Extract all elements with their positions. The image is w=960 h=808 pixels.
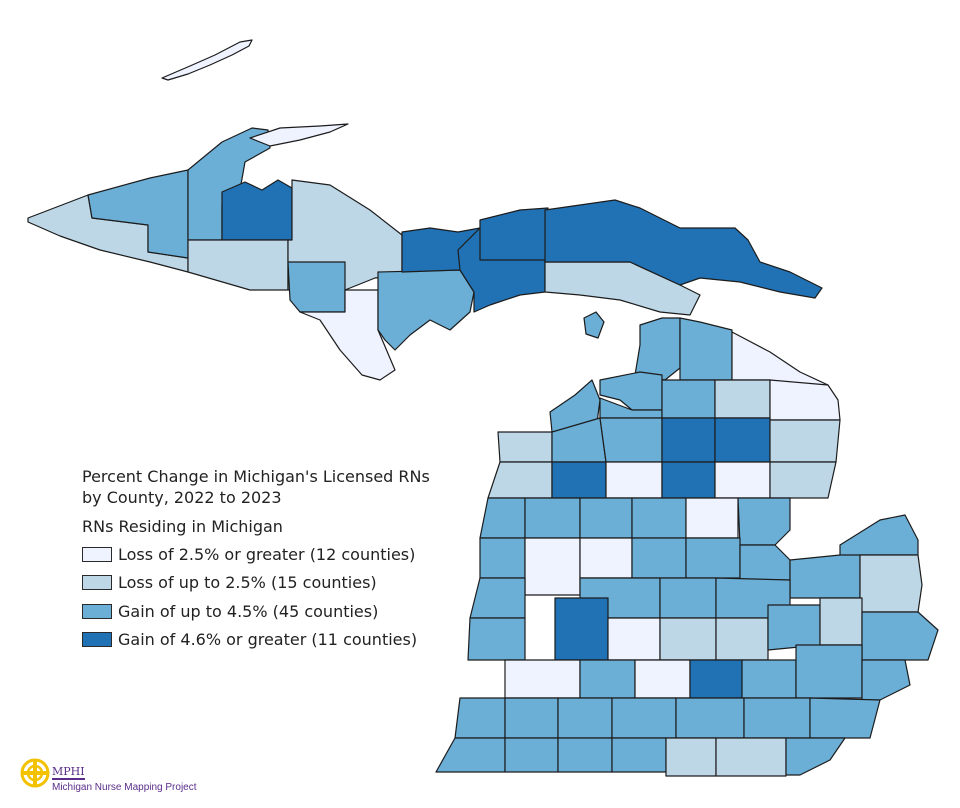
county-newaygo bbox=[524, 537, 581, 596]
county-alcona bbox=[769, 419, 841, 463]
county-genesee bbox=[767, 604, 821, 651]
county-delta bbox=[377, 269, 475, 351]
legend-title-line1: Percent Change in Michigan's Licensed RN… bbox=[82, 467, 430, 486]
county-hillsdale bbox=[665, 737, 717, 777]
county-kalamazoo bbox=[504, 697, 559, 739]
county-iosco bbox=[769, 461, 837, 499]
county-isle-royale bbox=[161, 39, 253, 81]
county-gladwin bbox=[685, 497, 739, 539]
county-clare bbox=[631, 497, 687, 539]
legend-item-loss-large: Loss of 2.5% or greater (12 counties) bbox=[82, 540, 430, 569]
legend-swatch bbox=[82, 603, 112, 619]
logo-project: Michigan Nurse Mapping Project bbox=[52, 782, 197, 793]
county-st-joseph bbox=[557, 737, 613, 773]
legend-title: Percent Change in Michigan's Licensed RN… bbox=[82, 466, 430, 508]
county-oceana bbox=[479, 537, 526, 579]
county-roscommon bbox=[661, 461, 716, 499]
county-ingham bbox=[689, 659, 743, 699]
county-mecosta bbox=[579, 537, 633, 579]
mphi-logo: MPHI Michigan Nurse Mapping Project bbox=[20, 758, 197, 793]
county-ogemaw bbox=[714, 461, 771, 499]
county-st-joseph-area bbox=[809, 697, 881, 739]
county-shiawassee bbox=[715, 617, 769, 661]
county-tuscola bbox=[789, 554, 861, 599]
legend-label: Gain of up to 4.5% (45 counties) bbox=[118, 601, 379, 621]
county-ionia bbox=[607, 617, 661, 661]
legend-swatch bbox=[82, 632, 112, 648]
county-branch bbox=[611, 737, 667, 773]
county-macomb bbox=[861, 659, 911, 701]
county-kalkaska bbox=[599, 417, 663, 463]
county-missaukee bbox=[605, 461, 663, 499]
county-allegan bbox=[504, 659, 581, 699]
map-legend: Percent Change in Michigan's Licensed RN… bbox=[82, 466, 430, 654]
legend-item-loss-small: Loss of up to 2.5% (15 counties) bbox=[82, 569, 430, 598]
county-livingston bbox=[741, 659, 797, 699]
county-beaver-island bbox=[583, 311, 605, 339]
county-sanilac bbox=[859, 554, 923, 613]
county-mason bbox=[479, 497, 526, 539]
county-van-buren bbox=[454, 697, 506, 739]
legend-label: Loss of up to 2.5% (15 counties) bbox=[118, 573, 377, 593]
county-luce bbox=[479, 207, 549, 261]
county-kent bbox=[554, 597, 609, 661]
legend-item-gain-small: Gain of up to 4.5% (45 counties) bbox=[82, 597, 430, 626]
county-clinton bbox=[659, 617, 717, 661]
legend-swatch bbox=[82, 546, 112, 562]
county-manistee bbox=[487, 461, 553, 499]
county-arenac bbox=[737, 497, 791, 546]
county-crawford bbox=[661, 417, 716, 463]
county-iron bbox=[187, 239, 289, 291]
county-ontonagon bbox=[87, 169, 189, 259]
county-cheboygan bbox=[679, 317, 733, 381]
logo-name: MPHI bbox=[52, 765, 85, 780]
county-ottawa bbox=[467, 617, 526, 661]
county-benzie bbox=[497, 431, 553, 463]
county-baraga bbox=[221, 179, 293, 241]
county-monroe bbox=[785, 737, 846, 776]
county-barry bbox=[579, 659, 636, 699]
logo-text: MPHI Michigan Nurse Mapping Project bbox=[52, 760, 197, 793]
county-eaton bbox=[634, 659, 691, 699]
county-lake bbox=[524, 497, 581, 539]
county-chippewa bbox=[544, 199, 823, 299]
county-wayne bbox=[743, 697, 811, 739]
legend-item-gain-large: Gain of 4.6% or greater (11 counties) bbox=[82, 626, 430, 655]
county-oakland bbox=[795, 644, 863, 699]
county-bay bbox=[739, 544, 791, 581]
county-washtenaw bbox=[675, 697, 745, 739]
county-gratiot bbox=[659, 577, 717, 619]
legend-subtitle: RNs Residing in Michigan bbox=[82, 517, 283, 536]
county-berrien bbox=[435, 737, 506, 773]
county-otsego bbox=[661, 379, 716, 419]
county-keweenaw bbox=[249, 123, 349, 147]
county-isabella bbox=[631, 537, 687, 579]
legend-label: Loss of 2.5% or greater (12 counties) bbox=[118, 544, 416, 564]
county-midland bbox=[685, 537, 741, 579]
county-calhoun bbox=[557, 697, 613, 739]
county-jackson bbox=[611, 697, 677, 739]
county-lapeer bbox=[819, 597, 863, 646]
county-lenawee bbox=[715, 737, 787, 777]
county-muskegon bbox=[469, 577, 526, 619]
county-wexford bbox=[551, 461, 607, 499]
county-montmorency bbox=[714, 379, 771, 419]
mphi-logo-icon bbox=[20, 758, 50, 788]
county-emmet bbox=[634, 317, 681, 381]
county-dickinson bbox=[287, 261, 346, 313]
county-alpena bbox=[769, 379, 841, 421]
county-osceola bbox=[579, 497, 633, 539]
county-st-clair bbox=[861, 611, 939, 661]
county-oscoda bbox=[714, 417, 771, 463]
legend-swatch bbox=[82, 575, 112, 591]
county-cass bbox=[504, 737, 559, 773]
legend-label: Gain of 4.6% or greater (11 counties) bbox=[118, 630, 418, 650]
legend-title-line2: by County, 2022 to 2023 bbox=[82, 488, 282, 507]
